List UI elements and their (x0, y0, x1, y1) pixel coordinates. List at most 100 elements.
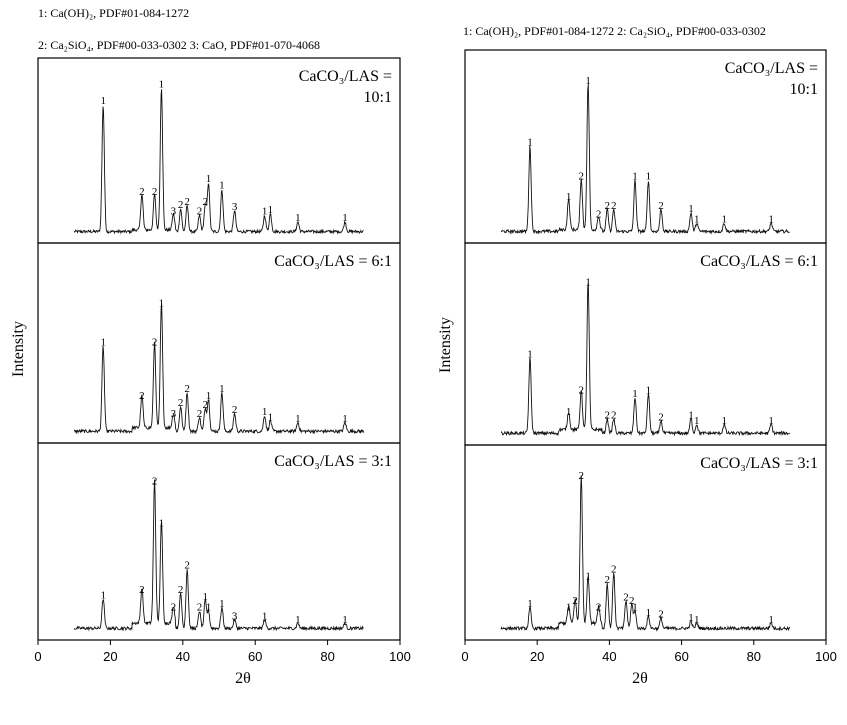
peak-label: 1 (632, 602, 638, 614)
peak-label: 1 (262, 610, 268, 622)
peak-label: 1 (206, 173, 212, 185)
peak-label: 2 (139, 584, 145, 596)
peak-label: 1 (566, 602, 572, 614)
peak-label: 1 (768, 415, 774, 427)
peak-label: 1 (566, 406, 572, 418)
peak-label: 2 (184, 383, 190, 395)
peak-label: 1 (206, 390, 212, 402)
xrd-trace (500, 283, 791, 437)
panel-sample-label: CaCO₃/LAS = 6:1 (700, 253, 818, 270)
peak-label: 1 (202, 591, 208, 603)
peak-label: 2 (197, 408, 203, 420)
legend-right-line1: 1: Ca(OH)₂, PDF#01-084-1272 2: Ca₂SiO₄, … (463, 24, 766, 38)
x-tick-label: 80 (320, 649, 334, 664)
peak-label: 2 (604, 574, 610, 586)
peak-label: 2 (202, 399, 208, 411)
peak-label: 1 (694, 213, 700, 225)
peak-label: 2 (658, 609, 664, 621)
xrd-trace (73, 479, 364, 632)
peak-label: 1 (219, 383, 225, 395)
peak-label: 1 (566, 191, 572, 203)
xrd-trace (73, 89, 364, 235)
peak-label: 1 (688, 410, 694, 422)
peak-label: 2 (139, 390, 145, 402)
peak-label: 1 (295, 413, 301, 425)
x-tick-label: 100 (389, 649, 411, 664)
peak-label: 2 (629, 595, 635, 607)
panel-sample-label: CaCO₃/LAS = 3:1 (700, 455, 818, 472)
x-axis-label: 2θ (235, 670, 251, 687)
peak-label: 2 (578, 171, 584, 183)
peak-label: 3 (171, 408, 177, 420)
peak-label: 1 (646, 384, 652, 396)
peak-label: 1 (632, 388, 638, 400)
peak-label: 2 (578, 384, 584, 396)
peak-label: 2 (578, 470, 584, 482)
y-axis-label: Intensity (10, 321, 27, 377)
peak-label: 1 (721, 415, 727, 427)
panel-frame (464, 444, 827, 641)
peak-label: 2 (178, 584, 184, 596)
panel-sample-label: CaCO₃/LAS = 3:1 (274, 453, 392, 470)
panel-sample-label: 10:1 (364, 89, 392, 106)
peak-label: 1 (159, 518, 165, 530)
peak-label: 1 (585, 276, 591, 288)
peak-label: 2 (178, 199, 184, 211)
x-tick-label: 20 (530, 649, 544, 664)
x-tick-label: 60 (248, 649, 262, 664)
legend-left-line1: 1: Ca(OH)₂, PDF#01-084-1272 (38, 6, 190, 20)
peak-label: 2 (139, 186, 145, 198)
peak-label: 3 (232, 201, 238, 213)
peak-label: 1 (295, 212, 301, 224)
peak-label: 1 (527, 348, 533, 360)
peak-label: 3 (232, 610, 238, 622)
peak-label: 2 (184, 560, 190, 572)
peak-label: 1 (100, 589, 106, 601)
peak-label: 1 (268, 204, 274, 216)
x-tick-label: 100 (815, 649, 837, 664)
peak-label: 1 (262, 406, 268, 418)
peak-label: 2 (604, 200, 610, 212)
peak-label: 1 (694, 614, 700, 626)
peak-label: 1 (632, 171, 638, 183)
panel-sample-label: 10:1 (790, 81, 818, 98)
peak-label: 1 (585, 75, 591, 87)
x-tick-label: 0 (461, 649, 468, 664)
x-tick-label: 40 (176, 649, 190, 664)
panel-sample-label: CaCO₃/LAS = 6:1 (274, 253, 392, 270)
peak-label: 2 (178, 397, 184, 409)
peak-label: 1 (262, 206, 268, 218)
panel-sample-label: CaCO₃/LAS = (299, 68, 392, 85)
peak-label: 1 (342, 212, 348, 224)
peak-label: 1 (688, 203, 694, 215)
peak-label: 1 (219, 180, 225, 192)
x-axis-label: 2θ (632, 670, 648, 687)
peak-label: 2 (202, 196, 208, 208)
peak-label: 1 (768, 213, 774, 225)
peak-label: 2 (171, 602, 177, 614)
peak-label: 2 (658, 411, 664, 423)
peak-label: 2 (596, 208, 602, 220)
peak-label: 2 (197, 206, 203, 218)
panel-frame (37, 442, 401, 641)
peak-label: 1 (342, 413, 348, 425)
peak-label: 1 (342, 614, 348, 626)
peak-label: 2 (623, 591, 629, 603)
peak-label: 1 (100, 95, 106, 107)
x-tick-label: 20 (103, 649, 117, 664)
peak-label: 3 (171, 206, 177, 218)
xrd-trace (73, 303, 365, 435)
peak-label: 2 (611, 564, 617, 576)
peak-label: 1 (585, 571, 591, 583)
peak-label: 1 (694, 415, 700, 427)
peak-label: 1 (295, 614, 301, 626)
legend-left-line2: 2: Ca₂SiO₄, PDF#00-033-0302 3: CaO, PDF#… (38, 38, 321, 52)
